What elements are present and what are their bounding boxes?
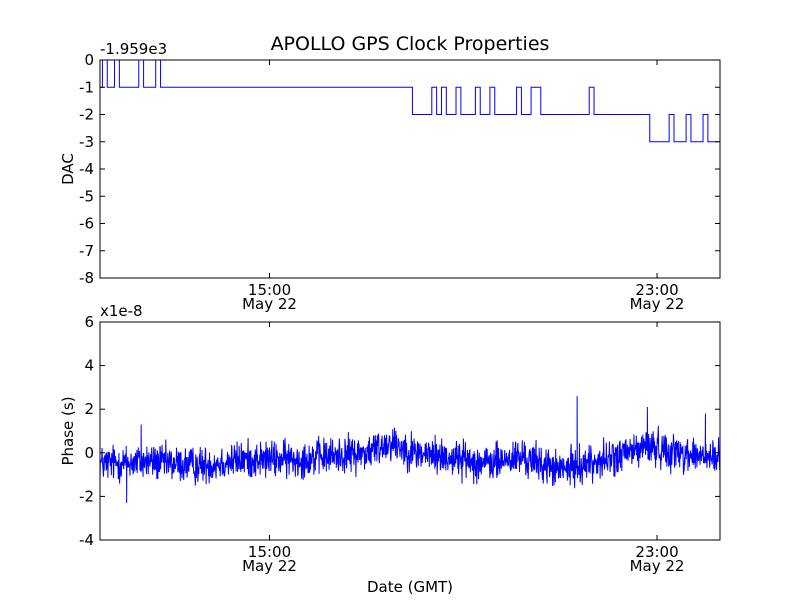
phase-ytick-label: -2 <box>79 487 94 505</box>
dac-ytick-label: -3 <box>79 133 94 151</box>
dac-xtick-date: May 22 <box>630 295 685 313</box>
phase-series-line <box>100 396 720 503</box>
phase-ytick-label: 2 <box>84 400 94 418</box>
phase-scale-label: x1e-8 <box>100 302 143 320</box>
dac-ytick-label: -2 <box>79 106 94 124</box>
phase-xtick-date: May 22 <box>242 557 297 575</box>
phase-ylabel: Phase (s) <box>59 396 77 465</box>
dac-xtick-date: May 22 <box>242 295 297 313</box>
phase-axes-frame <box>99 321 721 541</box>
phase-ytick-label: -4 <box>79 531 94 549</box>
phase-xtick-time: 15:00 <box>248 543 291 561</box>
phase-plot-background <box>100 322 720 540</box>
dac-ytick-label: -6 <box>79 215 94 233</box>
dac-ytick-label: -8 <box>79 269 94 287</box>
dac-ytick-label: 0 <box>84 51 94 69</box>
dac-offset-label: -1.959e3 <box>100 40 167 58</box>
phase-series-group <box>100 396 720 503</box>
phase-ytick-label: 6 <box>84 313 94 331</box>
phase-xtick-time: 23:00 <box>635 543 678 561</box>
dac-xtick-time: 15:00 <box>248 281 291 299</box>
dac-xtick-time: 23:00 <box>635 281 678 299</box>
phase-xtick-date: May 22 <box>630 557 685 575</box>
dac-series-line <box>100 60 720 252</box>
phase-ytick-label: 4 <box>84 357 94 375</box>
dac-ytick-label: -5 <box>79 187 94 205</box>
dac-ytick-label: -7 <box>79 242 94 260</box>
phase-xlabel: Date (GMT) <box>367 578 453 596</box>
dac-ytick-label: -1 <box>79 78 94 96</box>
chart-title: APOLLO GPS Clock Properties <box>271 33 550 55</box>
dac-series-group <box>100 60 720 252</box>
dac-plot-background <box>100 60 720 278</box>
phase-ytick-label: 0 <box>84 444 94 462</box>
dac-ytick-label: -4 <box>79 160 94 178</box>
dac-ylabel: DAC <box>59 153 77 185</box>
